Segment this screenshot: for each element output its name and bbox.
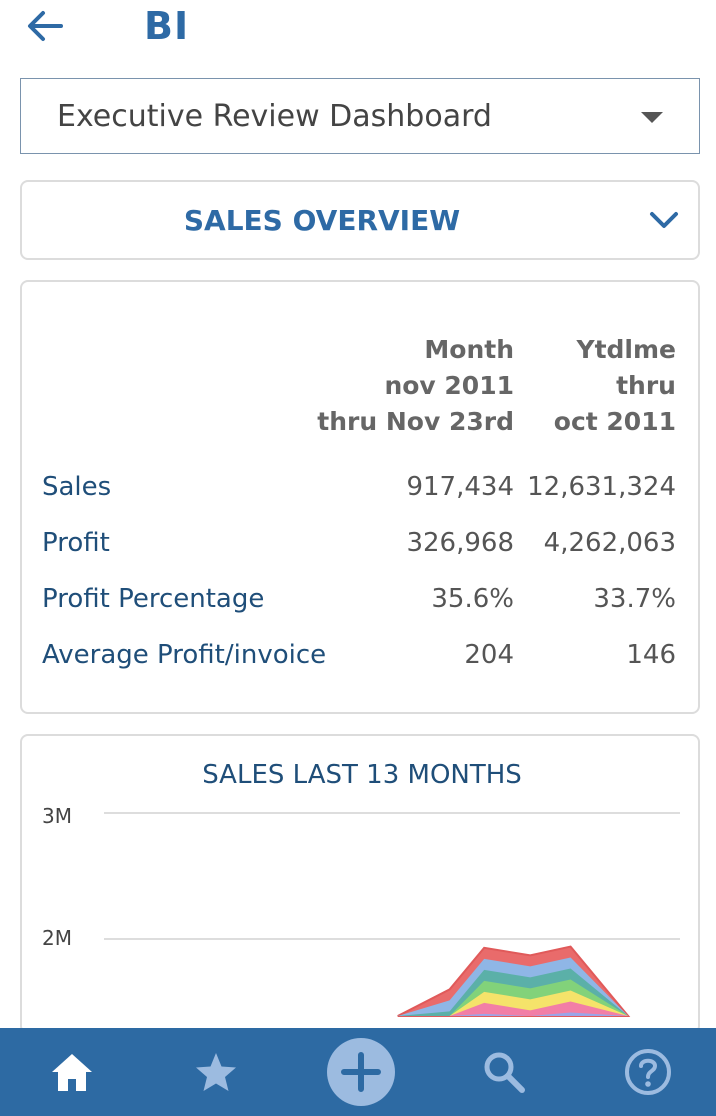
column-header-month: Month nov 2011 thru Nov 23rd	[317, 332, 514, 440]
section-title: SALES OVERVIEW	[183, 204, 461, 237]
row-value-average-profit-invoice-month: 204	[464, 640, 514, 670]
home-icon	[52, 1054, 92, 1091]
search-icon	[484, 1052, 525, 1093]
column-header-ytd: Ytdlme thru oct 2011	[554, 332, 676, 440]
row-label-average-profit-invoice: Average Profit/invoice	[42, 640, 327, 670]
column-header-month-line2: nov 2011	[384, 371, 514, 400]
column-header-month-line3: thru Nov 23rd	[317, 407, 514, 436]
bottom-navigation-bar	[0, 1028, 716, 1116]
sales-overview-section[interactable]: SALES OVERVIEW	[20, 180, 700, 260]
column-header-month-line1: Month	[424, 335, 514, 364]
caret-down-icon	[641, 112, 663, 123]
area-series-6	[397, 1001, 629, 1016]
sales-summary-table: Month nov 2011 thru Nov 23rd Ytdlme thru…	[20, 280, 700, 714]
back-button[interactable]	[22, 6, 68, 46]
row-label-profit: Profit	[42, 528, 110, 558]
help-icon	[625, 1049, 671, 1095]
nav-favorites-button[interactable]	[180, 1028, 252, 1116]
nav-search-button[interactable]	[468, 1028, 540, 1116]
star-icon	[196, 1053, 236, 1091]
dashboard-select[interactable]: Executive Review Dashboard	[20, 78, 700, 154]
row-value-sales-month: 917,434	[406, 472, 514, 502]
row-value-profit-percentage-ytd: 33.7%	[593, 584, 676, 614]
nav-add-button[interactable]	[318, 1028, 404, 1116]
nav-home-button[interactable]	[36, 1028, 108, 1116]
column-header-ytd-line1: Ytdlme	[576, 335, 676, 364]
app-title: BI	[144, 4, 190, 48]
chart-title: SALES LAST 13 MONTHS	[202, 760, 522, 790]
sales-area-chart	[104, 812, 680, 1017]
sales-chart-card: SALES LAST 13 MONTHS 3M 2M	[20, 734, 700, 1034]
row-value-profit-percentage-month: 35.6%	[431, 584, 514, 614]
row-value-sales-ytd: 12,631,324	[527, 472, 676, 502]
row-value-average-profit-invoice-ytd: 146	[626, 640, 676, 670]
chevron-down-icon	[650, 212, 678, 228]
row-label-profit-percentage: Profit Percentage	[42, 584, 265, 614]
y-tick-label-2m: 2M	[42, 926, 72, 950]
dashboard-select-value: Executive Review Dashboard	[57, 99, 492, 134]
column-header-ytd-line3: oct 2011	[553, 407, 676, 436]
area-series-7	[397, 1012, 629, 1016]
row-label-sales: Sales	[42, 472, 112, 502]
row-value-profit-ytd: 4,262,063	[543, 528, 676, 558]
y-tick-label-3m: 3M	[42, 804, 72, 828]
arrow-left-icon	[28, 11, 63, 41]
row-value-profit-month: 326,968	[406, 528, 514, 558]
plus-circle-icon	[327, 1038, 395, 1106]
area-layers	[397, 945, 631, 1017]
top-bar: BI	[0, 0, 716, 60]
nav-help-button[interactable]	[612, 1028, 684, 1116]
column-header-ytd-line2: thru	[616, 371, 676, 400]
